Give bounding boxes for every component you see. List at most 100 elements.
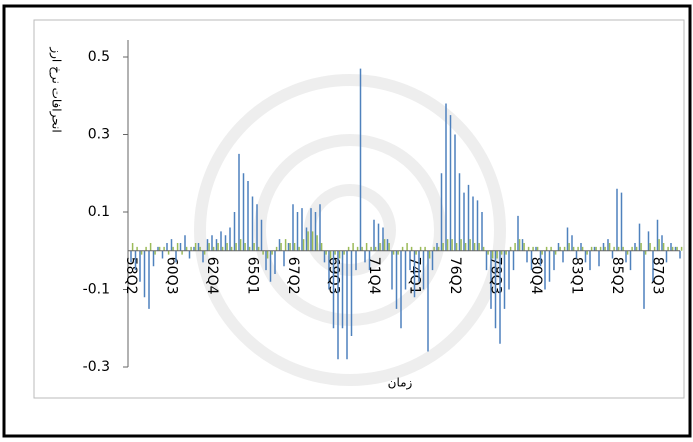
bar — [148, 250, 150, 309]
bar — [278, 239, 281, 251]
bar — [229, 227, 231, 251]
bar — [350, 250, 353, 336]
bar — [494, 250, 497, 329]
bar — [170, 239, 173, 251]
bar — [487, 250, 489, 255]
plot-area — [33, 19, 685, 399]
bar — [251, 196, 254, 251]
bar — [181, 250, 183, 255]
x-tick-label: 87Q3 — [650, 257, 666, 295]
bar — [332, 250, 335, 329]
bar — [613, 246, 615, 251]
bar — [386, 239, 389, 251]
bar — [163, 246, 165, 251]
bar — [184, 235, 186, 251]
bar — [503, 250, 506, 309]
bar — [656, 219, 659, 251]
bar — [674, 246, 677, 251]
bar — [302, 239, 305, 251]
bar — [463, 192, 465, 251]
bar — [167, 250, 170, 255]
bar — [665, 250, 668, 263]
bar — [577, 246, 579, 251]
bar — [589, 250, 591, 271]
bar — [451, 239, 453, 251]
bar — [307, 231, 309, 251]
bar — [373, 219, 375, 251]
bar — [661, 235, 663, 251]
bar — [284, 239, 287, 251]
bar — [535, 246, 537, 251]
bar — [172, 246, 174, 251]
bar — [449, 115, 452, 251]
bar — [185, 246, 188, 251]
bar — [343, 250, 345, 255]
bar — [580, 243, 582, 251]
bar — [478, 243, 480, 251]
bar — [283, 250, 285, 267]
bar — [670, 243, 672, 251]
bar — [139, 250, 141, 282]
bar — [608, 243, 611, 251]
bar — [305, 227, 308, 251]
bar — [271, 250, 273, 255]
bar — [401, 246, 404, 251]
bar — [134, 250, 137, 271]
bar — [509, 246, 512, 251]
bar — [536, 246, 539, 251]
bar — [365, 243, 368, 251]
bar — [422, 250, 425, 290]
bar — [626, 250, 629, 255]
bar — [370, 246, 372, 251]
bar — [388, 243, 390, 251]
bar — [301, 208, 303, 251]
bar — [527, 246, 530, 251]
bar — [391, 250, 393, 290]
bar — [190, 246, 192, 251]
bar — [359, 68, 362, 251]
x-tick-label: 76Q2 — [447, 257, 463, 295]
y-tick-label: 0.1 — [88, 204, 110, 220]
bar — [377, 223, 380, 251]
bar — [382, 227, 384, 251]
bar — [554, 250, 557, 255]
watermark — [194, 74, 506, 386]
bar — [325, 250, 327, 255]
bar — [679, 250, 681, 259]
bar — [356, 246, 359, 251]
bar — [562, 250, 564, 263]
bar — [602, 243, 605, 251]
bar — [419, 246, 422, 251]
bar — [652, 250, 654, 282]
bar — [518, 239, 521, 251]
bar — [145, 246, 147, 251]
bar — [455, 243, 458, 251]
bar — [643, 250, 645, 309]
bar — [472, 196, 474, 251]
bar — [433, 246, 435, 251]
bar — [454, 134, 456, 251]
bar — [476, 200, 479, 251]
bar — [341, 250, 344, 329]
bar — [320, 243, 323, 251]
bar — [625, 250, 627, 263]
bar — [680, 246, 683, 251]
bar — [296, 212, 299, 251]
bar — [505, 250, 507, 255]
bar — [176, 243, 179, 251]
bar — [572, 246, 575, 251]
bar — [634, 243, 636, 251]
bar — [179, 243, 182, 251]
x-tick-label: 67Q2 — [285, 257, 301, 295]
bar — [289, 243, 291, 251]
bar — [230, 246, 233, 251]
bar — [130, 250, 132, 263]
bar — [644, 250, 647, 255]
bar — [193, 246, 195, 251]
bar — [260, 219, 263, 251]
bar — [310, 208, 312, 251]
bar — [409, 250, 411, 271]
bar — [262, 250, 264, 255]
bar — [203, 250, 206, 255]
